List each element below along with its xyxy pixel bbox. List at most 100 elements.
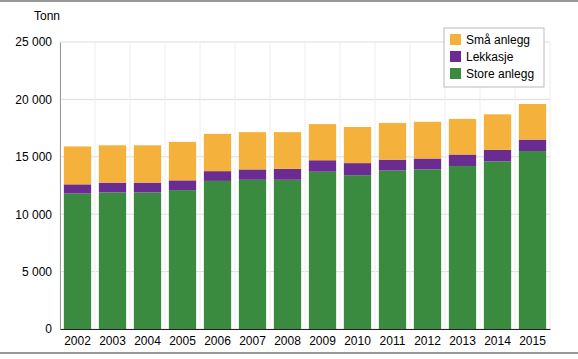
y-axis-line [60, 43, 61, 330]
x-tick-label: 2006 [204, 334, 231, 348]
grid-line-vertical [200, 42, 201, 329]
bar [64, 194, 91, 329]
grid-line-vertical [130, 42, 131, 329]
x-tick-label: 2008 [274, 334, 301, 348]
grid-line-vertical [270, 42, 271, 329]
bar [484, 161, 511, 329]
y-tick: 15 000 [15, 150, 60, 164]
chart: 0 5 000 10 000 15 000 20 000 25 000 2002 2003 20… [0, 0, 578, 359]
bar [414, 122, 441, 159]
y-tick-label: 5 000 [22, 265, 52, 279]
x-tick-label: 2009 [309, 334, 336, 348]
legend-item: Lekkasje [450, 50, 514, 64]
bar [239, 132, 266, 169]
bar [379, 160, 406, 171]
legend-swatch [450, 68, 461, 79]
bar [414, 159, 441, 170]
bar [239, 180, 266, 329]
legend: Små anlegg Lekkasje Store anlegg [444, 28, 544, 87]
y-tick-label: 20 000 [15, 93, 52, 107]
bar [204, 171, 231, 181]
y-tick: 20 000 [15, 93, 60, 107]
bar [204, 181, 231, 329]
x-tick: 2004 [134, 329, 161, 348]
bar [484, 150, 511, 161]
bar [344, 175, 371, 329]
legend-swatch [450, 34, 461, 45]
bar [99, 145, 126, 182]
x-tick-label: 2005 [169, 334, 196, 348]
y-tick: 25 000 [15, 35, 60, 49]
y-tick: 0 [45, 322, 60, 336]
x-tick: 2003 [99, 329, 126, 348]
bar [169, 142, 196, 180]
bar [274, 180, 301, 329]
bar [519, 140, 546, 151]
grid-line-vertical [95, 42, 96, 329]
grid-line-vertical [550, 42, 551, 329]
bar [519, 104, 546, 140]
series [64, 104, 546, 184]
y-tick: 10 000 [15, 208, 60, 222]
legend-label: Store anlegg [466, 67, 534, 81]
y-tick: 5 000 [22, 265, 60, 279]
bar [99, 183, 126, 193]
x-tick: 2011 [380, 329, 406, 348]
grid-line-vertical [235, 42, 236, 329]
bar [344, 127, 371, 163]
grid-line-vertical [305, 42, 306, 329]
bar [519, 151, 546, 329]
y-tick-label: 0 [45, 322, 52, 336]
bar [64, 184, 91, 193]
x-tick-label: 2010 [344, 334, 371, 348]
legend-label: Lekkasje [466, 50, 514, 64]
y-axis-title: Tonn [34, 9, 60, 23]
x-tick: 2009 [309, 329, 336, 348]
x-tick-label: 2015 [519, 334, 546, 348]
bar [64, 146, 91, 184]
legend-item: Store anlegg [450, 67, 534, 81]
legend-label: Små anlegg [466, 33, 530, 47]
x-tick-label: 2011 [380, 334, 406, 348]
x-tick-label: 2014 [484, 334, 511, 348]
legend-box [444, 28, 544, 87]
bar [379, 123, 406, 160]
x-tick: 2002 [64, 329, 91, 348]
x-tick: 2010 [344, 329, 371, 348]
bar [239, 169, 266, 179]
bar [169, 190, 196, 329]
x-tick: 2013 [449, 329, 476, 348]
bar [414, 169, 441, 329]
x-axis-line [61, 329, 551, 330]
bar [309, 172, 336, 329]
y-tick-label: 15 000 [15, 150, 52, 164]
bar [204, 134, 231, 171]
bar [134, 192, 161, 329]
bar [484, 114, 511, 150]
grid-line-vertical [60, 42, 61, 329]
x-tick: 2008 [274, 329, 301, 348]
grid-line-vertical [165, 42, 166, 329]
bar [379, 171, 406, 329]
legend-swatch [450, 51, 461, 62]
x-tick: 2005 [169, 329, 196, 348]
y-tick-label: 25 000 [15, 35, 52, 49]
y-axis: 0 5 000 10 000 15 000 20 000 25 000 [15, 35, 60, 336]
y-tick-label: 10 000 [15, 208, 52, 222]
legend-item: Små anlegg [450, 33, 530, 47]
bar [449, 166, 476, 329]
bar [274, 132, 301, 169]
bar [99, 192, 126, 329]
bars [64, 104, 546, 329]
x-tick-label: 2002 [64, 334, 91, 348]
grid-line-vertical [375, 42, 376, 329]
bar [169, 180, 196, 190]
x-tick: 2012 [414, 329, 441, 348]
grid-line-vertical [410, 42, 411, 329]
bar [449, 119, 476, 155]
bar [134, 145, 161, 182]
x-tick: 2006 [204, 329, 231, 348]
x-tick-label: 2003 [99, 334, 126, 348]
x-tick-label: 2004 [134, 334, 161, 348]
bar [344, 163, 371, 175]
